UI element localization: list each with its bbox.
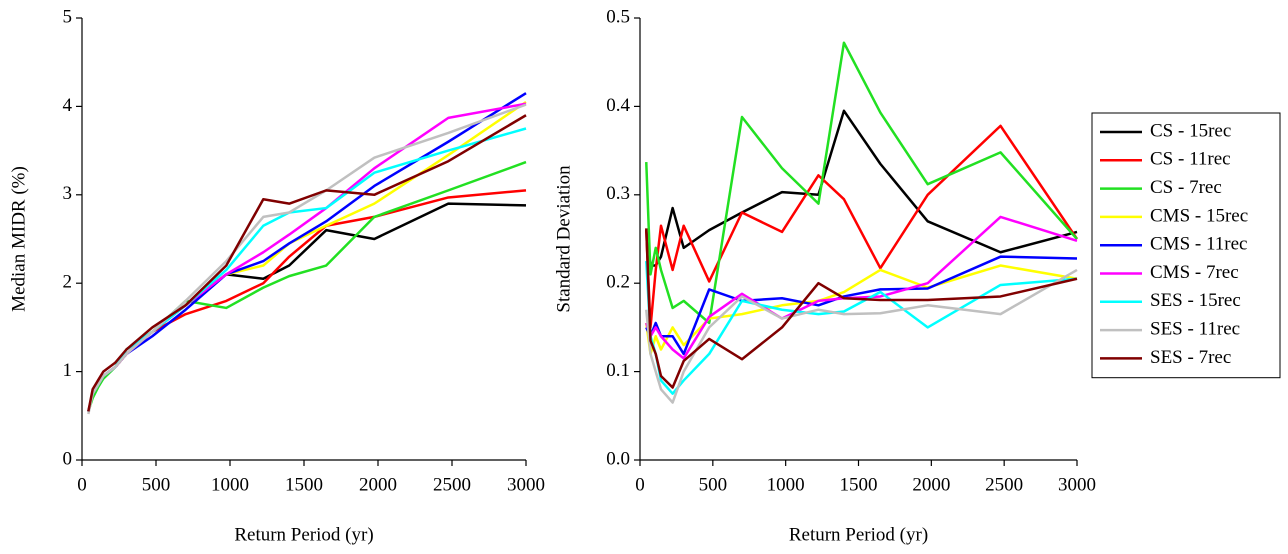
data-line <box>645 215 1078 360</box>
data-line <box>645 264 1078 356</box>
legend-label: CS - 11rec <box>1150 149 1231 170</box>
x-tick-label: 2500 <box>433 474 471 495</box>
x-tick-label: 0 <box>77 474 87 495</box>
data-line <box>87 102 527 412</box>
y-tick-label: 1 <box>63 360 73 381</box>
y-tick-label: 2 <box>63 272 73 293</box>
legend-label: SES - 11rec <box>1150 318 1240 339</box>
x-tick-label: 1500 <box>840 474 878 495</box>
y-tick-label: 0.1 <box>606 360 630 381</box>
y-tick-label: 0 <box>63 448 73 469</box>
data-line <box>87 189 527 412</box>
y-axis-label: Median MIDR (%) <box>8 166 29 312</box>
data-line <box>645 41 1078 325</box>
x-axis-label: Return Period (yr) <box>234 524 373 545</box>
legend-label: SES - 7rec <box>1150 347 1231 368</box>
x-tick-label: 2500 <box>985 474 1023 495</box>
y-tick-label: 5 <box>63 6 73 27</box>
x-tick-label: 1500 <box>285 474 323 495</box>
x-tick-label: 500 <box>699 474 728 495</box>
data-line <box>87 103 527 415</box>
y-tick-label: 3 <box>63 183 73 204</box>
x-tick-label: 1000 <box>211 474 249 495</box>
legend-label: SES - 15rec <box>1150 290 1241 311</box>
y-tick-label: 4 <box>63 95 73 116</box>
y-tick-label: 0.3 <box>606 183 630 204</box>
x-tick-label: 1000 <box>767 474 805 495</box>
legend-label: CMS - 15rec <box>1150 205 1248 226</box>
data-line <box>87 92 527 412</box>
x-tick-label: 3000 <box>1058 474 1096 495</box>
x-tick-label: 3000 <box>507 474 545 495</box>
data-line <box>645 109 1078 267</box>
x-tick-label: 2000 <box>359 474 397 495</box>
x-tick-label: 2000 <box>912 474 950 495</box>
y-tick-label: 0.5 <box>606 6 630 27</box>
data-line <box>645 228 1078 389</box>
y-tick-label: 0.4 <box>606 95 630 116</box>
legend-label: CMS - 11rec <box>1150 234 1247 255</box>
legend-label: CMS - 7rec <box>1150 262 1239 283</box>
x-tick-label: 500 <box>142 474 171 495</box>
y-tick-label: 0.2 <box>606 272 630 293</box>
x-axis-label: Return Period (yr) <box>789 524 928 545</box>
data-line <box>87 114 527 412</box>
legend-label: CS - 15rec <box>1150 120 1231 141</box>
data-line <box>87 160 527 412</box>
data-line <box>645 268 1078 404</box>
x-tick-label: 0 <box>635 474 645 495</box>
legend-label: CS - 7rec <box>1150 177 1222 198</box>
y-tick-label: 0.0 <box>606 448 630 469</box>
y-axis-label: Standard Deviation <box>553 165 574 313</box>
